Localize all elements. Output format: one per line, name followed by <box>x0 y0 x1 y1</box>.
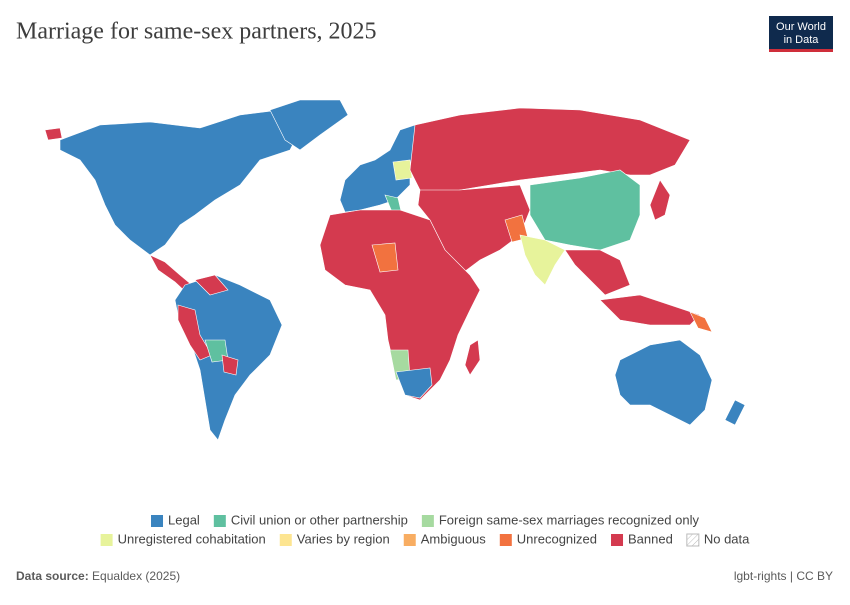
region[interactable] <box>614 339 713 426</box>
license: lgbt-rights | CC BY <box>734 569 833 583</box>
legend-label: Unrecognized <box>517 531 597 546</box>
region[interactable] <box>529 169 641 251</box>
region[interactable] <box>392 159 413 181</box>
legend-swatch <box>611 534 624 546</box>
legend-label: No data <box>704 531 750 546</box>
legend-swatch <box>403 534 416 546</box>
region[interactable] <box>564 249 631 296</box>
legend-row: Legal Civil union or other partnership For… <box>151 512 699 527</box>
source-text: Equaldex (2025) <box>92 569 180 583</box>
region[interactable] <box>59 109 301 256</box>
legend-item[interactable]: No data <box>686 531 750 547</box>
map <box>44 99 746 441</box>
region[interactable] <box>319 209 481 401</box>
logo-text: in Data <box>784 34 820 46</box>
region[interactable] <box>689 311 713 333</box>
legend-label: Ambiguous <box>421 531 487 546</box>
legend-label: Varies by region <box>297 531 390 546</box>
legend-label: Banned <box>628 531 673 546</box>
logo-text: Our World <box>776 21 826 33</box>
source-label: Data source: <box>16 569 89 583</box>
region[interactable] <box>44 127 63 141</box>
region[interactable] <box>194 274 229 296</box>
region[interactable] <box>177 304 213 361</box>
region[interactable] <box>395 367 433 399</box>
region[interactable] <box>724 399 746 426</box>
legend-item[interactable]: Banned <box>611 531 673 546</box>
legend-swatch <box>421 515 434 527</box>
legend-item[interactable]: Legal <box>151 512 200 527</box>
legend-swatch <box>686 533 700 547</box>
region[interactable] <box>221 354 239 376</box>
legend-item[interactable]: Foreign same-sex marriages recognized on… <box>421 512 700 527</box>
legend-item[interactable]: Civil union or other partnership <box>213 512 408 527</box>
legend-label: Legal <box>168 512 200 527</box>
legend-item[interactable]: Varies by region <box>279 531 390 546</box>
source: Data source: Equaldex (2025) <box>16 569 180 583</box>
region[interactable] <box>269 99 349 151</box>
logo-underline <box>769 49 833 52</box>
logo[interactable]: Our World in Data <box>769 16 833 52</box>
legend-item[interactable]: Unregistered cohabitation <box>100 531 266 546</box>
legend-swatch <box>279 534 292 546</box>
region[interactable] <box>371 242 399 273</box>
legend-swatch <box>151 515 164 527</box>
region[interactable] <box>649 179 671 221</box>
legend-swatch <box>499 534 512 546</box>
legend-item[interactable]: Ambiguous <box>403 531 487 546</box>
legend-row: Unregistered cohabitation Varies by regio… <box>100 531 750 547</box>
region[interactable] <box>519 234 566 286</box>
legend-item[interactable]: Unrecognized <box>499 531 597 546</box>
legend-label: Unregistered cohabitation <box>118 531 266 546</box>
legend-label: Foreign same-sex marriages recognized on… <box>439 512 700 527</box>
region[interactable] <box>464 339 481 376</box>
legend-label: Civil union or other partnership <box>231 512 408 527</box>
legend-swatch <box>213 515 226 527</box>
title: Marriage for same-sex partners, 2025 <box>16 19 377 45</box>
legend: Legal Civil union or other partnership For… <box>100 512 750 547</box>
legend-swatch <box>100 534 113 546</box>
region[interactable] <box>417 184 531 276</box>
logo-box <box>769 16 833 50</box>
